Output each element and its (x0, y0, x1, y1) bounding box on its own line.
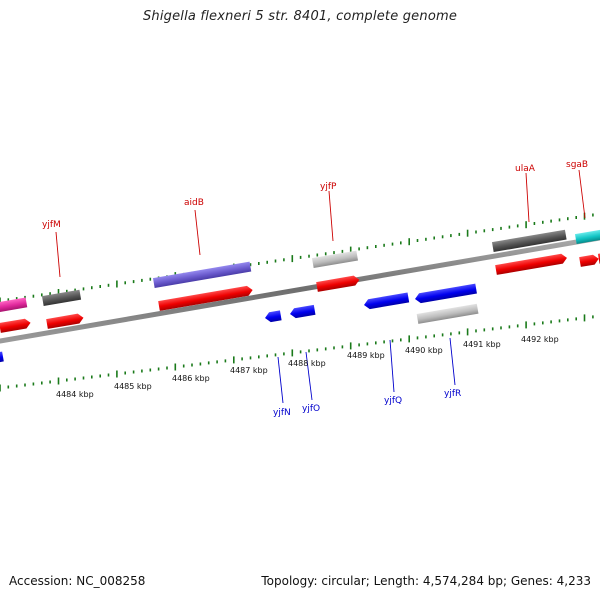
forward-cds-sgaB (579, 252, 600, 267)
reverse-cds-yjfN (265, 310, 282, 323)
topology-label: Topology: circular; Length: 4,574,284 bp… (261, 574, 591, 588)
forward-features (0, 229, 600, 333)
magenta-feature (0, 297, 28, 314)
gene-label: aidB (184, 198, 204, 208)
forward-cds (0, 318, 31, 333)
scale-label: 4492 kbp (521, 335, 559, 344)
purple-feature (152, 261, 252, 289)
forward-cds-yjfP (316, 275, 360, 292)
reverse-features (0, 283, 479, 363)
gene-label: sgaB (566, 160, 588, 170)
gene-label: yjfQ (384, 396, 402, 406)
scale-label: 4490 kbp (405, 346, 443, 355)
scale-label: 4488 kbp (288, 359, 326, 368)
reverse-gene-labels: yjfN yjfO yjfQ yjfR (273, 389, 461, 418)
dark-gray-feature (491, 229, 567, 253)
genome-backbone (0, 235, 600, 344)
label-leaders (55, 169, 586, 404)
scale-label: 4486 kbp (172, 374, 210, 383)
reverse-cds (0, 351, 4, 363)
gene-label: ulaA (515, 164, 536, 174)
scale-label: 4491 kbp (463, 340, 501, 349)
scale-label: 4487 kbp (230, 366, 268, 375)
light-gray-feature (416, 303, 479, 324)
cyan-feature (574, 229, 600, 245)
forward-cds-yjfM (46, 313, 84, 329)
map-title: Shigella flexneri 5 str. 8401, complete … (142, 9, 458, 24)
gene-label: yjfO (302, 404, 320, 414)
forward-cds-aidB (158, 285, 253, 311)
light-gray-feature (311, 250, 359, 269)
scale-label: 4489 kbp (347, 351, 385, 360)
scale-labels: 4484 kbp 4485 kbp 4486 kbp 4487 kbp 4488… (56, 335, 559, 399)
reverse-scale-ticks (0, 314, 594, 392)
scale-label: 4485 kbp (114, 382, 152, 391)
reverse-cds-yjfO (290, 304, 316, 319)
gene-label: yjfN (273, 408, 291, 418)
reverse-cds-yjfQ (364, 292, 410, 310)
dark-gray-feature (41, 289, 82, 307)
forward-gene-labels: yjfM aidB yjfP ulaA sgaB (42, 160, 588, 230)
forward-cds-ulaA (495, 253, 567, 275)
reverse-cds-yjfR (415, 283, 477, 304)
gene-label: yjfM (42, 220, 61, 230)
gene-label: yjfR (444, 389, 461, 399)
gene-label: yjfP (320, 182, 337, 192)
accession-label: Accession: NC_008258 (9, 574, 146, 588)
scale-label: 4484 kbp (56, 390, 94, 399)
